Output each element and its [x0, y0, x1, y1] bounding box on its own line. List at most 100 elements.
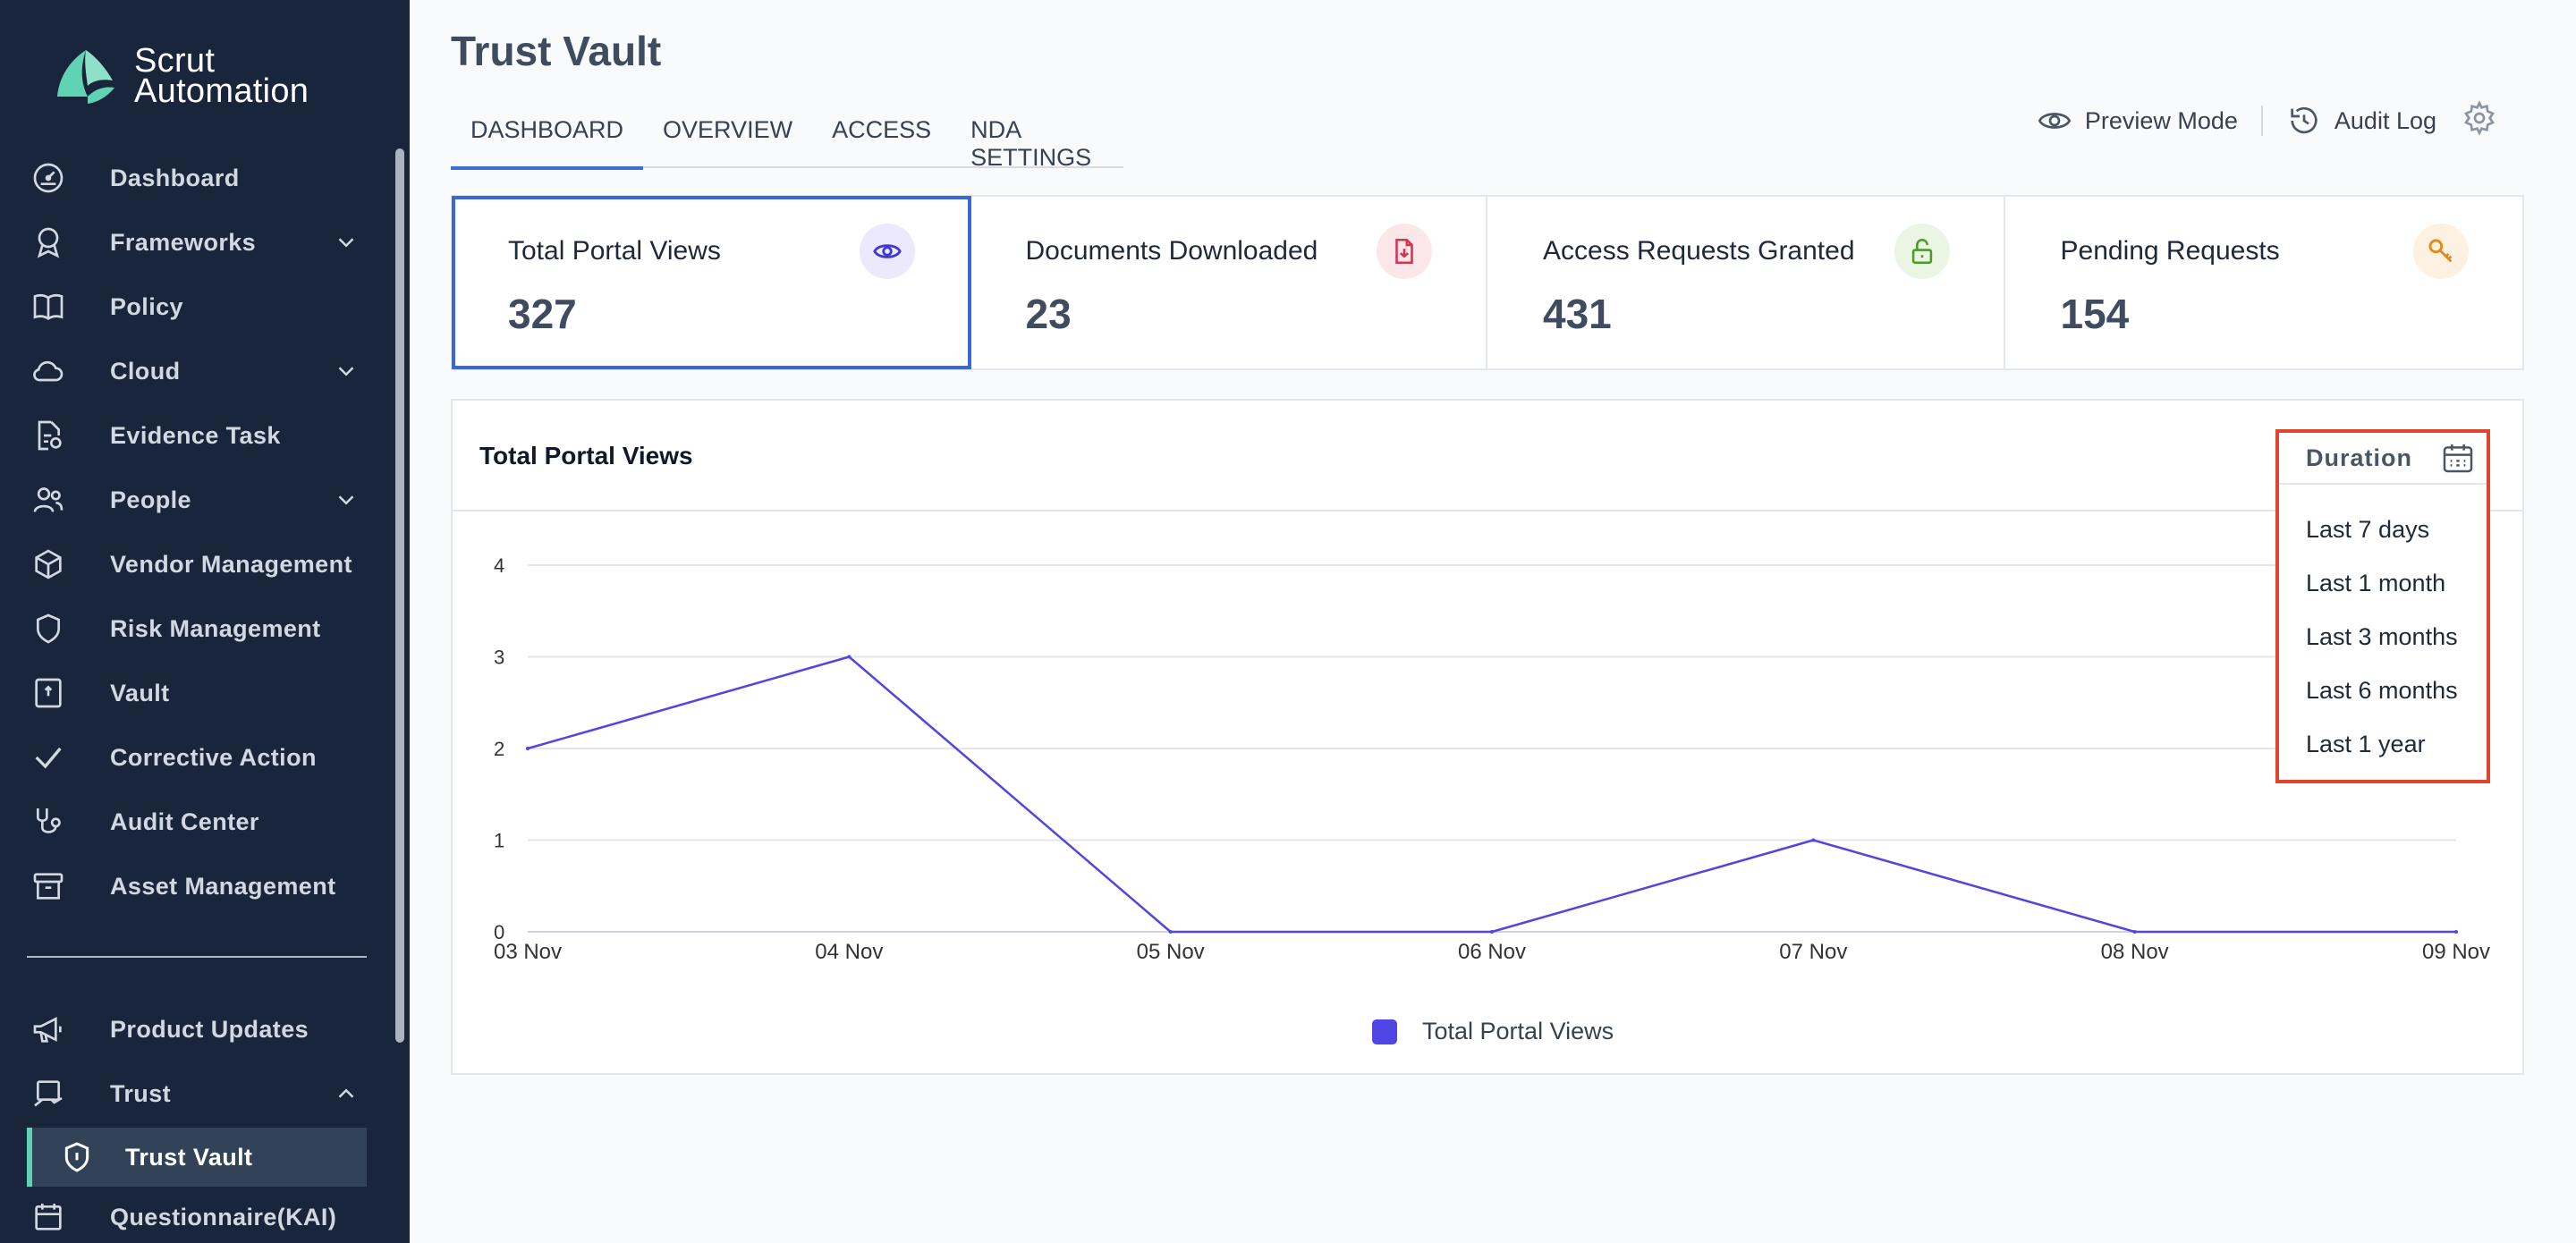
vault-icon — [27, 672, 70, 715]
sidebar-item-corrective-action[interactable]: Corrective Action — [27, 731, 367, 784]
sidebar-item-product-updates[interactable]: Product Updates — [27, 1002, 367, 1056]
scrut-logo-icon — [57, 50, 114, 104]
sidebar-item-vendor-management[interactable]: Vendor Management — [27, 537, 367, 591]
sidebar-item-dashboard[interactable]: Dashboard — [27, 151, 367, 205]
chevron-down-icon — [338, 495, 354, 505]
audit-log-button[interactable]: Audit Log — [2286, 103, 2436, 139]
legend-swatch — [1372, 1019, 1397, 1044]
chevron-up-icon — [338, 1088, 354, 1098]
sidebar-item-trust-vault[interactable]: Trust Vault — [27, 1128, 367, 1187]
file-download-icon — [1377, 224, 1432, 279]
x-tick-label: 08 Nov — [2101, 940, 2169, 964]
eye-icon — [859, 224, 915, 279]
duration-option-3-months[interactable]: Last 3 months — [2306, 622, 2458, 650]
sidebar-item-label: Dashboard — [110, 164, 240, 191]
tab-overview[interactable]: OVERVIEW — [663, 116, 793, 143]
sidebar-item-label: Vendor Management — [110, 550, 352, 578]
brand-name: Scrut Automation — [134, 42, 309, 110]
sidebar-item-risk-management[interactable]: Risk Management — [27, 602, 367, 655]
preview-mode-button[interactable]: Preview Mode — [2037, 103, 2238, 139]
data-point — [1490, 930, 1494, 934]
data-point — [2454, 930, 2458, 934]
page-title: Trust Vault — [451, 28, 662, 74]
sidebar-item-label: Risk Management — [110, 614, 321, 642]
sidebar-scrollbar[interactable] — [395, 148, 404, 1043]
duration-select[interactable]: Duration — [2279, 433, 2487, 485]
shield-lock-icon — [55, 1136, 98, 1179]
settings-button[interactable] — [2436, 99, 2497, 142]
sidebar-item-audit-center[interactable]: Audit Center — [27, 795, 367, 849]
sidebar-item-cloud[interactable]: Cloud — [27, 344, 367, 398]
stat-card-value: 154 — [2060, 291, 2130, 337]
sidebar-item-label: Questionnaire(KAI) — [110, 1203, 337, 1230]
sidebar-item-label: Product Updates — [110, 1015, 309, 1043]
sidebar-item-label: People — [110, 486, 191, 513]
y-tick-label: 3 — [494, 647, 504, 669]
stat-cards: Total Portal Views 327 Documents Downloa… — [451, 195, 2524, 370]
sidebar-item-label: Evidence Task — [110, 421, 281, 449]
x-tick-label: 05 Nov — [1137, 940, 1205, 964]
brand-line-2: Automation — [134, 72, 309, 110]
sidebar-item-label: Trust Vault — [125, 1143, 253, 1171]
sidebar-item-label: Trust — [110, 1079, 172, 1107]
stat-card-title: Total Portal Views — [508, 236, 721, 266]
duration-options: Last 7 days Last 1 month Last 3 months L… — [2279, 485, 2487, 771]
stat-card-value: 23 — [1025, 291, 1072, 337]
book-icon — [27, 285, 70, 328]
stat-card-access-requests-granted[interactable]: Access Requests Granted 431 — [1487, 197, 2005, 368]
sidebar-item-label: Audit Center — [110, 808, 259, 835]
tab-nda-settings[interactable]: NDA SETTINGS — [970, 116, 1092, 171]
y-tick-label: 4 — [494, 554, 504, 577]
header-actions: Preview Mode Audit Log — [2037, 99, 2497, 142]
sidebar-item-label: Corrective Action — [110, 743, 317, 771]
duration-option-6-months[interactable]: Last 6 months — [2306, 676, 2458, 704]
sidebar-item-label: Asset Management — [110, 872, 336, 900]
x-tick-label: 03 Nov — [494, 940, 562, 964]
x-tick-label: 04 Nov — [815, 940, 883, 964]
stat-card-title: Access Requests Granted — [1543, 236, 1855, 266]
stat-card-documents-downloaded[interactable]: Documents Downloaded 23 — [970, 197, 1487, 368]
calendar-icon — [27, 1196, 70, 1239]
chevron-down-icon — [338, 238, 354, 248]
tab-bar: DASHBOARD OVERVIEW ACCESS NDA SETTINGS — [451, 107, 1123, 171]
duration-option-1-year[interactable]: Last 1 year — [2306, 730, 2426, 757]
sidebar-item-questionnaire[interactable]: Questionnaire(KAI) — [27, 1190, 367, 1243]
data-point — [526, 747, 530, 750]
sidebar-item-vault[interactable]: Vault — [27, 666, 367, 720]
sidebar-item-evidence-task[interactable]: Evidence Task — [27, 409, 367, 462]
sidebar-item-asset-management[interactable]: Asset Management — [27, 859, 367, 913]
sidebar: Scrut Automation Dashboard Frameworks Po… — [0, 0, 410, 1243]
series-line-0 — [527, 655, 2456, 934]
duration-label: Duration — [2306, 444, 2412, 471]
sidebar-item-label: Vault — [110, 679, 170, 706]
y-tick-label: 1 — [494, 830, 504, 852]
stat-card-title: Documents Downloaded — [1025, 236, 1318, 266]
chevron-down-icon — [338, 367, 354, 376]
preview-mode-label: Preview Mode — [2084, 106, 2238, 134]
duration-option-1-month[interactable]: Last 1 month — [2306, 569, 2446, 596]
tab-dashboard[interactable]: DASHBOARD — [451, 107, 644, 170]
stat-card-total-portal-views[interactable]: Total Portal Views 327 — [452, 196, 971, 369]
trust-icon — [27, 1072, 70, 1115]
sidebar-item-trust[interactable]: Trust — [27, 1067, 367, 1120]
gear-icon — [2464, 99, 2495, 136]
action-divider — [2260, 106, 2263, 136]
key-icon — [2413, 224, 2469, 279]
brand-line-1: Scrut — [134, 42, 216, 80]
sidebar-item-label: Frameworks — [110, 228, 257, 256]
duration-option-7-days[interactable]: Last 7 days — [2306, 515, 2430, 543]
check-icon — [27, 736, 70, 779]
tab-access[interactable]: ACCESS — [832, 116, 932, 143]
data-point — [2132, 930, 2137, 934]
sidebar-item-frameworks[interactable]: Frameworks — [27, 216, 367, 269]
stat-card-pending-requests[interactable]: Pending Requests 154 — [2005, 197, 2523, 368]
evidence-icon — [27, 414, 70, 457]
sidebar-item-policy[interactable]: Policy — [27, 280, 367, 334]
stethoscope-icon — [27, 800, 70, 843]
audit-log-label: Audit Log — [2334, 106, 2436, 134]
sidebar-item-people[interactable]: People — [27, 473, 367, 527]
chart-legend[interactable]: Total Portal Views — [1372, 1018, 1614, 1045]
data-point — [1811, 838, 1816, 842]
brand[interactable]: Scrut Automation — [50, 41, 309, 111]
people-icon — [27, 478, 70, 521]
